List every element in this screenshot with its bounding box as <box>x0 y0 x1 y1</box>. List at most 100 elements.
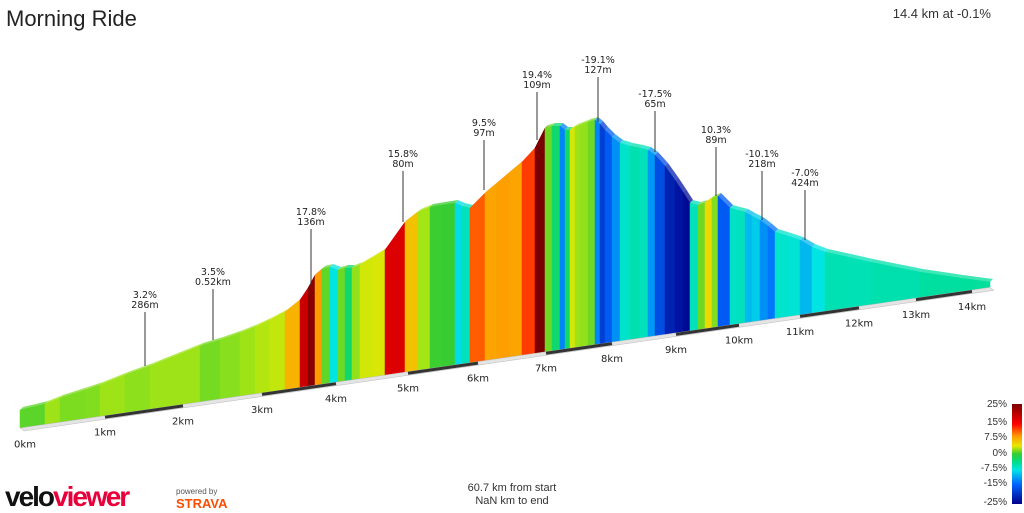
climb-annotation[interactable]: 17.8%136m <box>296 207 326 285</box>
profile-top-face <box>545 123 555 128</box>
annotation-length: 218m <box>748 159 775 170</box>
climb-annotation[interactable]: 3.2%286m <box>131 290 159 366</box>
x-tick-label: 14km <box>958 302 986 313</box>
gradient-segment <box>697 202 706 330</box>
x-tick-label: 12km <box>845 318 873 329</box>
gradient-segment <box>919 271 941 298</box>
profile-top-face <box>675 177 686 192</box>
profile-top-face <box>768 223 778 232</box>
profile-top-face <box>760 217 771 226</box>
profile-top-face <box>665 163 678 180</box>
km-band <box>407 361 479 375</box>
gradient-segment <box>404 211 419 373</box>
profile-top-face <box>620 140 633 146</box>
gradient-segment <box>84 384 101 419</box>
annotation-length: 136m <box>297 217 324 228</box>
annotation-grade: 9.5% <box>472 118 496 129</box>
annotation-length: 97m <box>473 128 494 139</box>
profile-top-face <box>895 264 923 272</box>
gradient-segment <box>579 121 589 348</box>
climb-annotation[interactable]: 10.3%89m <box>701 125 731 196</box>
km-band <box>261 382 337 396</box>
gradient-segment <box>314 268 323 386</box>
profile-top-face <box>85 382 103 390</box>
gradient-segment <box>824 251 849 312</box>
climb-annotation[interactable]: -10.1%218m <box>745 149 779 220</box>
profile-top-face <box>322 264 333 269</box>
gradient-segment <box>869 261 896 306</box>
annotation-grade: 19.4% <box>522 70 552 81</box>
x-tick-label: 4km <box>325 394 347 405</box>
profile-top-face <box>940 272 963 278</box>
climb-annotation[interactable]: 9.5%97m <box>472 118 496 190</box>
km-band <box>915 289 973 302</box>
gradient-segment <box>299 287 309 388</box>
x-tick-label: 5km <box>397 384 419 395</box>
gradient-segment <box>729 207 738 326</box>
annotation-grade: 15.8% <box>388 149 418 160</box>
annotation-grade: 10.3% <box>701 125 731 136</box>
profile-top-face <box>800 237 815 247</box>
profile-top-face <box>683 189 693 203</box>
profile-top-face <box>737 207 748 212</box>
profile-top-face <box>405 209 421 222</box>
annotation-length: 89m <box>705 135 726 146</box>
veloviewer-logo[interactable]: veloviewer <box>5 481 130 513</box>
gradient-segment <box>774 231 789 319</box>
climb-annotation[interactable]: -19.1%127m <box>581 55 615 122</box>
legend-label: 15% <box>986 417 1007 428</box>
profile-top-face <box>240 324 258 333</box>
gradient-segment <box>454 202 463 366</box>
profile-top-face <box>360 255 375 265</box>
km-band <box>545 342 613 355</box>
annotation-length: 0.52km <box>195 277 231 288</box>
gradient-segment <box>751 215 761 323</box>
gradient-segment <box>639 147 649 339</box>
climb-annotation[interactable]: 3.5%0.52km <box>195 267 231 340</box>
profile-top-face <box>705 195 715 203</box>
profile-top-face <box>595 117 603 124</box>
climb-annotation[interactable]: -17.5%65m <box>638 89 672 152</box>
legend-label: 25% <box>986 399 1007 410</box>
gradient-segment <box>894 266 921 302</box>
logo-velo: velo <box>5 481 55 512</box>
x-tick-label: 11km <box>786 327 814 338</box>
profile-top-face <box>522 145 538 162</box>
gradient-segment <box>599 123 606 345</box>
gradient-segment <box>564 129 571 350</box>
profile-top-face <box>455 200 465 206</box>
gradient-segment <box>847 256 871 309</box>
strava-logo[interactable]: STRAVA <box>176 496 228 511</box>
profile-top-face <box>372 247 388 258</box>
gradient-segment <box>587 119 596 346</box>
climb-annotation[interactable]: -7.0%424m <box>791 168 819 240</box>
annotation-grade: -19.1% <box>581 55 615 66</box>
gradient-segment <box>682 191 691 333</box>
profile-top-face <box>630 143 643 148</box>
climb-annotation[interactable]: 19.4%109m <box>522 70 552 140</box>
x-tick-label: 1km <box>94 428 116 439</box>
gradient-segment <box>477 192 486 362</box>
profile-top-face <box>655 152 668 166</box>
gradient-segment <box>717 195 725 328</box>
gradient-segment <box>619 142 631 342</box>
profile-top-face <box>812 244 828 252</box>
gradient-segment <box>744 211 753 324</box>
gradient-segment <box>239 326 256 397</box>
profile-top-face <box>200 337 223 346</box>
profile-top-face <box>648 147 658 155</box>
profile-top-face <box>724 199 733 208</box>
gradient-segment <box>321 266 331 385</box>
gradient-segment <box>351 264 361 381</box>
climb-annotation[interactable]: 15.8%80m <box>388 149 418 222</box>
gradient-segment <box>337 267 346 383</box>
x-tick-label: 6km <box>467 374 489 385</box>
profile-top-face <box>745 209 755 216</box>
profile-top-face <box>255 317 273 327</box>
profile-top-face <box>605 127 615 137</box>
profile-top-face <box>870 259 898 267</box>
gradient-segment <box>736 209 746 325</box>
annotation-length: 109m <box>523 80 550 91</box>
annotation-length: 286m <box>131 300 158 311</box>
